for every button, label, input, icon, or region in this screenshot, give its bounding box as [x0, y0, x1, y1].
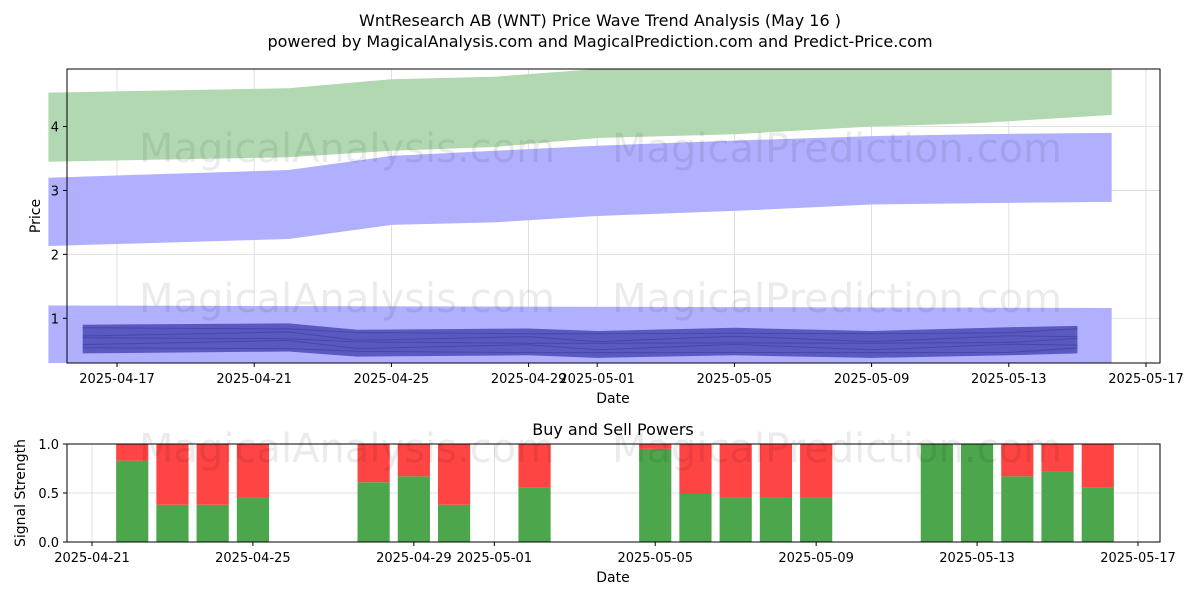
- buy-bar: [116, 460, 149, 542]
- signal-y-tick-label: 0.0: [38, 536, 59, 551]
- watermark-3: MagicalAnalysis.com: [139, 276, 555, 322]
- sell-bar: [518, 444, 551, 488]
- price-wave-line: [82, 337, 1078, 344]
- buy-bar: [437, 504, 471, 542]
- price-x-tick-label: 2025-05-01: [559, 372, 635, 387]
- signal-x-tick-label: 2025-05-17: [1100, 551, 1176, 566]
- price-x-tick-label: 2025-05-17: [1108, 372, 1184, 387]
- buy-bar: [156, 504, 189, 542]
- sell-bar: [357, 444, 390, 483]
- buy-bar: [196, 504, 229, 542]
- signal-chart-title: Buy and Sell Powers: [532, 420, 694, 439]
- buy-bar: [960, 444, 994, 542]
- sell-bar: [116, 444, 149, 461]
- buy-bar: [1041, 471, 1074, 542]
- price-x-tick-label: 2025-04-21: [216, 372, 292, 387]
- price-x-ticks: 2025-04-17 2025-04-21 2025-04-25 2025-04-29…: [79, 363, 1184, 387]
- buy-bar: [397, 476, 430, 542]
- watermark-1: MagicalAnalysis.com: [139, 126, 555, 172]
- price-y-tick-label: 2: [51, 248, 59, 263]
- signal-y-axis-label: Signal Strength: [13, 439, 29, 547]
- price-x-tick-label: 2025-04-29: [491, 372, 567, 387]
- price-plot-frame: [66, 68, 1161, 364]
- signal-y-ticks: 0.0 0.5 1.0: [38, 438, 67, 551]
- sell-bar: [196, 444, 229, 505]
- watermark-4: MagicalPrediction.com: [612, 276, 1062, 322]
- buy-bar: [1081, 487, 1114, 542]
- price-y-tick-label: 1: [51, 312, 59, 327]
- sell-bar: [397, 444, 430, 477]
- chart-title-line2: powered by MagicalAnalysis.com and Magic…: [267, 32, 932, 51]
- signal-x-tick-label: 2025-04-29: [376, 551, 452, 566]
- price-wave-line: [82, 339, 1078, 351]
- price-y-ticks: 1 2 3 4: [51, 121, 67, 327]
- signal-bars: [116, 444, 1114, 542]
- watermark-2: MagicalPrediction.com: [612, 126, 1062, 172]
- buy-bar: [1001, 476, 1034, 542]
- price-y-tick-label: 4: [51, 121, 59, 136]
- signal-x-ticks: 2025-04-21 2025-04-25 2025-04-29 2025-05-01…: [54, 542, 1176, 566]
- sell-bar: [1081, 444, 1114, 488]
- price-x-axis-label: Date: [596, 391, 629, 407]
- price-wave-line: [82, 347, 1078, 354]
- buy-bar: [719, 497, 752, 542]
- signal-x-tick-label: 2025-04-21: [54, 551, 130, 566]
- sell-bar: [156, 444, 189, 505]
- buy-bar: [920, 444, 953, 542]
- sell-bar: [719, 444, 752, 498]
- signal-panel: Buy and Sell Powers MagicalAnalysis.com …: [13, 420, 1176, 586]
- buy-bar: [357, 482, 390, 542]
- sell-bar: [1041, 444, 1074, 472]
- buy-bar: [759, 497, 793, 542]
- watermark-6: MagicalPrediction.com: [612, 426, 1062, 472]
- buy-bar: [236, 497, 270, 542]
- price-x-tick-label: 2025-05-13: [971, 372, 1047, 387]
- price-panel: MagicalAnalysis.com MagicalPrediction.co…: [28, 68, 1184, 407]
- price-band-blue-1: [48, 132, 1112, 246]
- price-wave-line: [82, 327, 1078, 335]
- buy-bar: [800, 497, 833, 542]
- buy-bar: [679, 493, 712, 542]
- sell-bar: [800, 444, 833, 498]
- signal-y-tick-label: 1.0: [38, 438, 59, 453]
- signal-y-tick-label: 0.5: [38, 487, 59, 502]
- signal-x-tick-label: 2025-04-25: [215, 551, 291, 566]
- price-wave-line: [82, 331, 1078, 343]
- price-y-axis-label: Price: [28, 199, 44, 233]
- sell-bar: [759, 444, 793, 498]
- price-x-tick-label: 2025-05-05: [697, 372, 773, 387]
- signal-x-tick-label: 2025-05-09: [778, 551, 854, 566]
- sell-bar: [679, 444, 712, 494]
- watermark-5: MagicalAnalysis.com: [139, 426, 555, 472]
- sell-bar: [639, 444, 672, 449]
- sell-bar: [437, 444, 471, 505]
- signal-x-tick-label: 2025-05-05: [617, 551, 693, 566]
- price-x-tick-label: 2025-04-17: [79, 372, 155, 387]
- signal-x-tick-label: 2025-05-13: [939, 551, 1015, 566]
- signal-x-axis-label: Date: [596, 570, 629, 586]
- chart-title-line1: WntResearch AB (WNT) Price Wave Trend An…: [359, 11, 841, 30]
- price-x-tick-label: 2025-05-09: [834, 372, 910, 387]
- price-band-green-0: [48, 69, 1112, 162]
- price-lines: [82, 327, 1078, 354]
- signal-x-tick-label: 2025-05-01: [457, 551, 533, 566]
- sell-bar: [236, 444, 270, 498]
- buy-bar: [639, 448, 672, 542]
- price-x-tick-label: 2025-04-25: [354, 372, 430, 387]
- buy-bar: [518, 487, 551, 542]
- price-y-tick-label: 3: [51, 184, 59, 199]
- sell-bar: [1001, 444, 1034, 477]
